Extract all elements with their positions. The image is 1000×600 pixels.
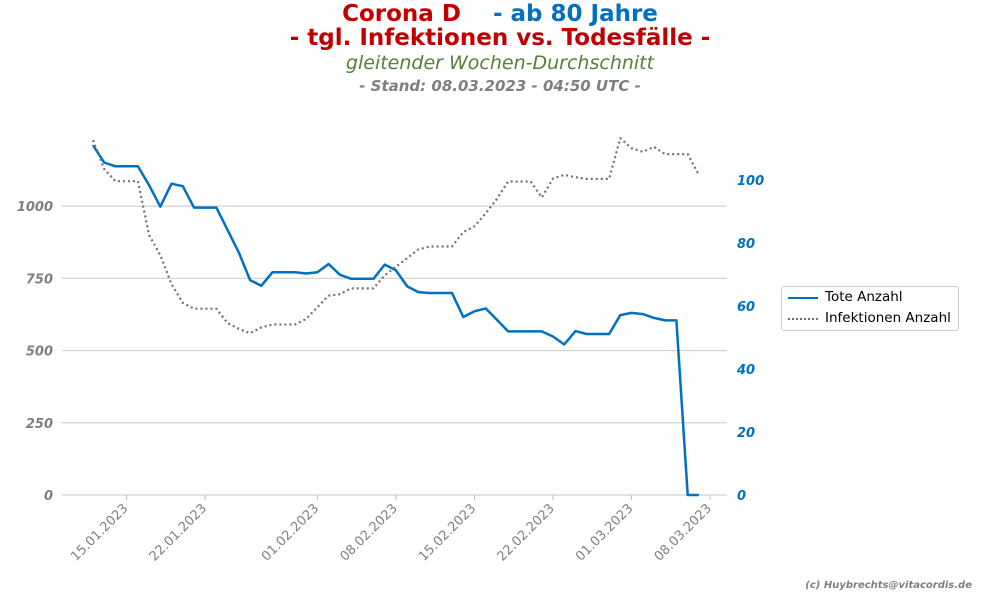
y-left-tick-label: 250 [26, 417, 53, 432]
y-left-tick-label: 0 [44, 489, 53, 504]
series-line-deaths [91, 144, 699, 497]
x-tick-label: 15.01.2023 [68, 501, 131, 564]
y-right-tick-label: 40 [736, 363, 755, 378]
y-left-tick-label: 500 [26, 345, 53, 360]
y-left-tick-label: 750 [26, 272, 53, 287]
title-part1: Corona D [342, 1, 461, 27]
chart-subtitle: gleitender Wochen-Durchschnitt [345, 52, 655, 74]
y-right-tick-label: 60 [737, 300, 755, 315]
x-tick-label: 08.03.2023 [652, 501, 715, 564]
x-tick-label: 22.01.2023 [147, 501, 210, 564]
x-tick-label: 08.02.2023 [338, 501, 401, 564]
x-tick-label: 22.02.2023 [495, 501, 558, 564]
legend-swatch-infections [788, 318, 818, 320]
legend-swatch-deaths [788, 297, 818, 299]
chart-stand: - Stand: 08.03.2023 - 04:50 UTC - [359, 77, 641, 95]
title-part2: - ab 80 Jahre [492, 1, 658, 27]
y-right-tick-label: 100 [737, 174, 764, 189]
series-line-infections [91, 137, 700, 335]
chart-title-line2: - tgl. Infektionen vs. Todesfälle - [289, 25, 711, 51]
legend-item-infections: Infektionen Anzahl [782, 309, 960, 329]
x-tick-label: 15.02.2023 [416, 501, 479, 564]
x-tick-label: 01.03.2023 [573, 501, 636, 564]
y-left-tick-label: 1000 [17, 200, 53, 215]
legend-label-infections: Infektionen Anzahl [825, 310, 951, 326]
legend-item-deaths: Tote Anzahl [782, 288, 960, 308]
y-right-tick-label: 80 [737, 237, 755, 252]
y-right-tick-label: 20 [737, 426, 755, 441]
legend: Tote Anzahl Infektionen Anzahl [781, 286, 959, 331]
legend-label-deaths: Tote Anzahl [825, 289, 903, 305]
y-right-tick-label: 0 [737, 489, 746, 504]
x-tick-label: 01.02.2023 [259, 501, 322, 564]
copyright: (c) Huybrechts@vitacordis.de [805, 580, 972, 591]
chart-title: Corona D - ab 80 Jahre [0, 0, 1000, 28]
